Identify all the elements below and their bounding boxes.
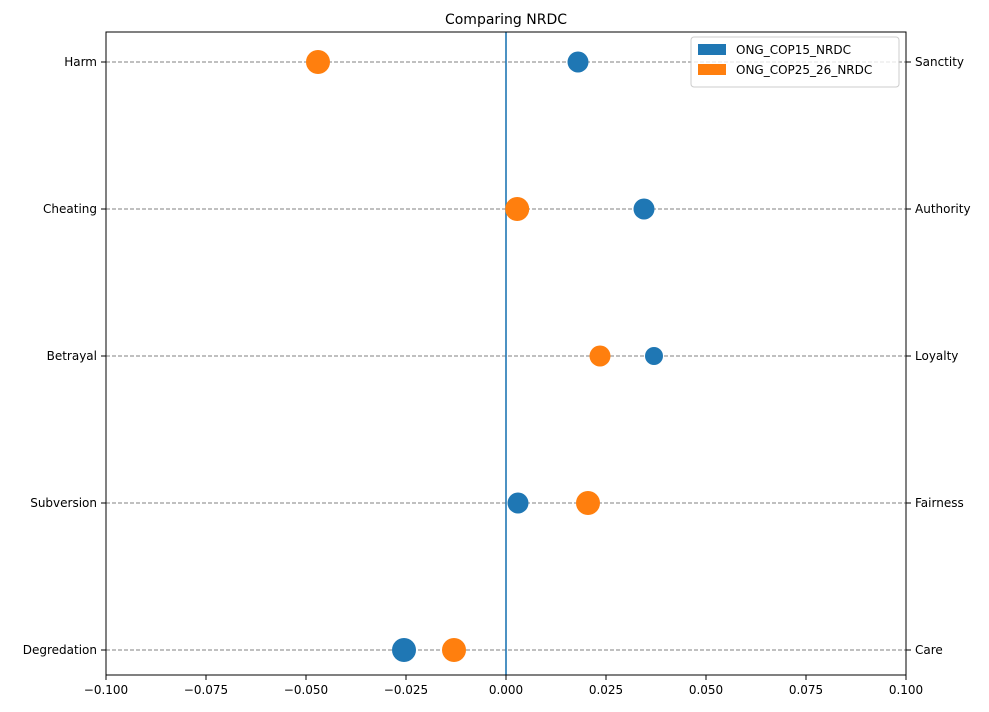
y-right-label-loyalty: Loyalty: [915, 349, 958, 363]
x-tick-label-1: −0.075: [184, 683, 228, 697]
point-s1-betrayal: [645, 347, 663, 365]
point-s1-cheating: [633, 198, 655, 220]
legend-swatch-1: [698, 44, 726, 55]
legend-box: [690, 36, 900, 88]
y-right-label-care: Care: [915, 643, 943, 657]
y-left-label-subversion: Subversion: [30, 496, 97, 510]
point-s2-cheating: [505, 197, 530, 221]
y-right-label-fairness: Fairness: [915, 496, 964, 510]
x-tick-label-3: −0.025: [384, 683, 428, 697]
y-right-label-authority: Authority: [915, 202, 971, 216]
y-right-label-sanctity: Sanctity: [915, 55, 964, 69]
legend-label-1: ONG_COP15_NRDC: [736, 43, 851, 57]
x-tick-label-8: 0.100: [889, 683, 923, 697]
y-left-label-harm: Harm: [64, 55, 97, 69]
point-s1-harm: [567, 51, 589, 73]
x-tick-label-2: −0.050: [284, 683, 328, 697]
point-s1-subversion: [507, 492, 529, 514]
x-tick-label-5: 0.025: [589, 683, 623, 697]
legend-label-2: ONG_COP25_26_NRDC: [736, 63, 872, 77]
x-tick-label-6: 0.050: [689, 683, 723, 697]
data-points: [306, 50, 663, 662]
axes: −0.100 −0.075 −0.050 −0.025 0.000 0.025 0.050 0…: [23, 55, 971, 697]
point-s1-degredation: [392, 638, 416, 662]
x-tick-label-4: 0.000: [489, 683, 523, 697]
chart-title: Comparing NRDC: [445, 12, 567, 28]
point-s2-harm: [306, 50, 330, 74]
point-s2-degredation: [442, 638, 466, 662]
y-left-label-betrayal: Betrayal: [47, 349, 97, 363]
legend-swatch-2: [698, 64, 726, 75]
x-tick-label-0: −0.100: [84, 683, 128, 697]
point-s2-betrayal: [589, 345, 611, 367]
y-left-label-cheating: Cheating: [43, 202, 97, 216]
legend: ONG_COP15_NRDC ONG_COP25_26_NRDC: [690, 36, 900, 88]
y-left-label-degredation: Degredation: [23, 643, 97, 657]
point-s2-subversion: [576, 491, 600, 515]
x-tick-label-7: 0.075: [789, 683, 823, 697]
